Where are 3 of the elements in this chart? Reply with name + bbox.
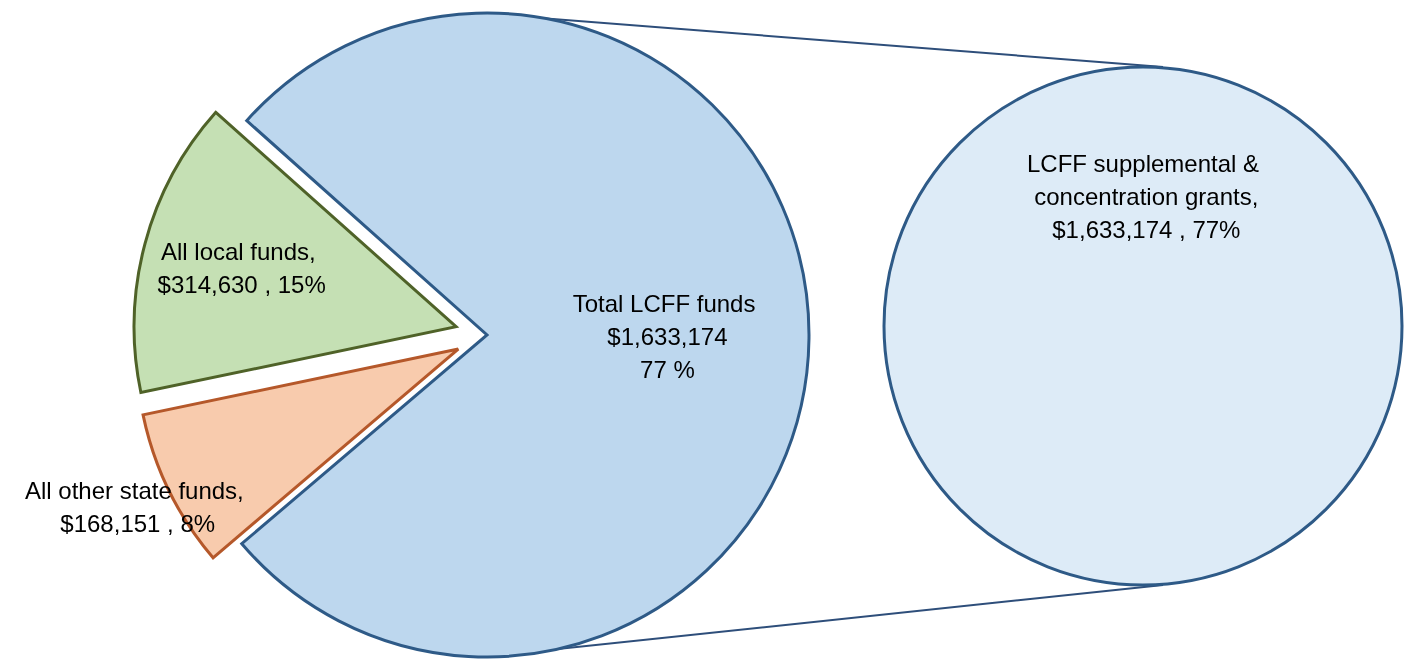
data-label: Total LCFF funds $1,633,174 77 %: [572, 290, 756, 384]
data-label: All local funds, $314,630 , 15%: [150, 238, 326, 298]
data-label: LCFF supplemental & concentration grants, $1,633,174 , 77%: [1026, 149, 1260, 243]
